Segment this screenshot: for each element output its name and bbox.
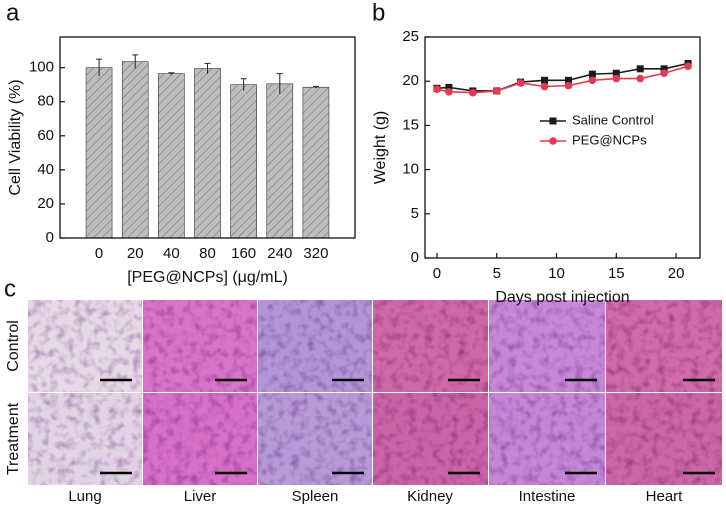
y-tick-label: 40 (37, 161, 54, 178)
column-label: Liver (184, 488, 217, 505)
x-tick-label: 160 (231, 245, 256, 262)
y-tick-label: 20 (402, 72, 419, 89)
column-label: Spleen (292, 488, 339, 505)
x-axis-label: [PEG@NCPs] (μg/mL) (127, 269, 288, 286)
bar (194, 68, 221, 239)
x-tick-label: 10 (548, 265, 565, 282)
marker (564, 76, 572, 84)
bar (266, 83, 294, 239)
y-tick-label: 60 (37, 127, 54, 144)
y-tick-label: 0 (411, 249, 419, 266)
marker (636, 65, 644, 73)
x-tick-label: 20 (668, 265, 685, 282)
tissue-image (28, 393, 142, 485)
marker (445, 83, 453, 91)
tissue-image (143, 300, 257, 392)
x-tick-label: 20 (127, 245, 144, 262)
tissue-image (606, 393, 722, 485)
panel-label: a (6, 0, 20, 26)
bar (121, 61, 149, 239)
marker (660, 69, 668, 78)
bar (230, 84, 257, 239)
y-axis-label: Weight (g) (372, 111, 389, 185)
tissue-image (489, 393, 605, 485)
y-tick-label: 25 (402, 28, 419, 45)
y-tick-label: 15 (402, 116, 419, 133)
tissue-image (606, 300, 722, 392)
y-tick-label: 80 (37, 93, 54, 110)
panel-label: b (372, 0, 385, 26)
x-tick-label: 240 (267, 245, 292, 262)
y-axis-label: Cell Viability (%) (7, 79, 24, 195)
panel-label: c (4, 275, 16, 302)
x-tick-label: 80 (199, 245, 216, 262)
tissue-image (373, 300, 488, 392)
x-axis-label: Days post injection (495, 289, 629, 306)
marker (540, 82, 549, 91)
y-tick-label: 100 (29, 59, 54, 76)
legend-marker (549, 117, 557, 125)
column-label: Kidney (407, 488, 453, 505)
marker (588, 70, 596, 78)
legend-label: PEG@NCPs (572, 132, 647, 147)
marker (660, 65, 668, 73)
x-tick-label: 0 (95, 245, 103, 262)
histology-grid: Control Treatment Lung Liver Spleen Kidn… (5, 300, 722, 505)
plot-frame (59, 36, 356, 239)
marker (588, 76, 597, 85)
column-label: Heart (646, 488, 684, 505)
y-tick-label: 0 (46, 229, 54, 246)
x-tick-label: 15 (608, 265, 625, 282)
tissue-image (258, 393, 372, 485)
marker (612, 69, 620, 77)
x-tick-label: 320 (303, 245, 328, 262)
tissue-image (28, 300, 142, 392)
y-tick-label: 5 (411, 205, 419, 222)
y-tick-label: 20 (37, 195, 54, 212)
legend-marker (549, 137, 557, 145)
marker (612, 74, 621, 83)
row-label: Treatment (5, 402, 22, 475)
marker (636, 74, 645, 83)
tissue-image (489, 300, 605, 392)
row-label: Control (5, 320, 22, 372)
x-tick-label: 0 (433, 265, 441, 282)
tissue-image (373, 393, 488, 485)
y-tick-label: 10 (402, 161, 419, 178)
x-tick-label: 5 (493, 265, 501, 282)
marker (445, 88, 453, 96)
bar (302, 86, 330, 239)
marker (433, 85, 441, 93)
column-label: Lung (68, 488, 101, 505)
x-tick-label: 40 (163, 245, 180, 262)
plot-frame (424, 36, 701, 259)
marker (516, 79, 525, 87)
bar (85, 67, 113, 239)
marker (541, 76, 549, 84)
marker (684, 62, 692, 70)
marker (469, 88, 477, 97)
series-line (436, 65, 689, 94)
tissue-image (143, 393, 257, 485)
bar (158, 73, 185, 239)
scale-bars (100, 378, 715, 475)
marker (564, 81, 573, 90)
column-label: Intestine (519, 488, 576, 505)
tissue-image (258, 300, 372, 392)
legend-label: Saline Control (572, 112, 654, 127)
marker (492, 87, 501, 95)
series-line (436, 62, 689, 92)
